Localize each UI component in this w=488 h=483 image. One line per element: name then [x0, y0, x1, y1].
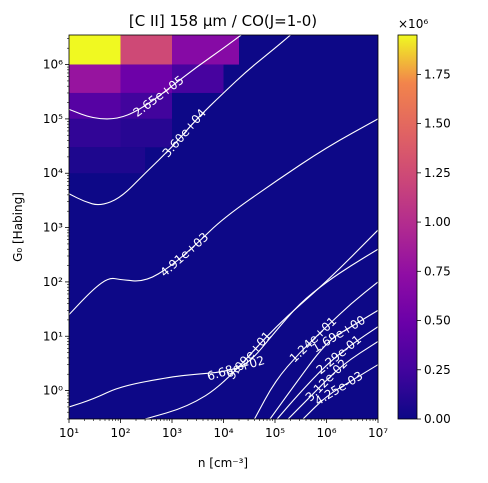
y-tick-label: 10⁵: [43, 112, 63, 126]
colorbar-gradient: [397, 34, 418, 420]
heatmap-cells: [69, 35, 240, 174]
heatmap-cell: [69, 64, 121, 93]
chart-title: [C II] 158 μm / CO(J=1-0): [129, 12, 317, 30]
y-axis-label: G₀ [Habing]: [11, 192, 25, 262]
colorbar-tick-label: 0.50: [424, 314, 451, 328]
heatmap-cell: [120, 118, 172, 148]
heatmap-cell: [69, 35, 121, 65]
heatmap-cell: [120, 64, 172, 93]
contour-line: [69, 35, 242, 120]
heatmap-cell: [120, 35, 172, 65]
contour-line: [276, 326, 378, 419]
colorbar-tick-label: 1.00: [424, 215, 451, 229]
y-tick-label: 10¹: [43, 329, 63, 343]
x-axis: 10¹ 10² 10³ 10⁴ 10⁵ 10⁶ 10⁷: [59, 419, 388, 440]
heatmap-cell: [172, 35, 240, 65]
x-tick-label: 10⁵: [265, 426, 285, 440]
contour-line: [69, 35, 291, 206]
colorbar-ticks: 0.00 0.25 0.50 0.75 1.00 1.25 1.50 1.75: [417, 67, 451, 426]
colorbar-tick-label: 0.75: [424, 264, 451, 278]
heatmap-cell: [69, 118, 121, 148]
y-tick-label: 10⁴: [43, 166, 63, 180]
heatmap-cell: [69, 147, 146, 174]
contour-line: [302, 364, 378, 419]
colorbar-tick-label: 1.25: [424, 166, 451, 180]
x-tick-label: 10³: [162, 426, 182, 440]
contour-line: [69, 118, 378, 316]
x-tick-label: 10⁴: [213, 426, 233, 440]
y-tick-label: 10⁶: [43, 58, 63, 72]
x-tick-label: 10⁶: [316, 426, 336, 440]
contour-line: [269, 309, 378, 419]
colorbar-tick-label: 0.00: [424, 412, 451, 426]
colorbar-tick-label: 1.50: [424, 117, 451, 131]
x-tick-label: 10⁷: [368, 426, 388, 440]
plot-area: [69, 35, 378, 419]
colorbar-tick-label: 0.25: [424, 363, 451, 377]
contour-line: [254, 281, 378, 419]
contour-line: [144, 229, 378, 419]
x-tick-label: 10²: [110, 426, 130, 440]
x-axis-label: n [cm⁻³]: [198, 456, 248, 470]
contour-lines: [69, 35, 378, 419]
colorbar: ×10⁶ 0.00 0.25 0.50 0.75 1.00 1.25 1.50 1.75: [397, 17, 451, 426]
x-tick-label: 10¹: [59, 426, 79, 440]
colorbar-multiplier: ×10⁶: [398, 17, 428, 31]
y-tick-label: 10²: [43, 275, 63, 289]
y-tick-label: 10³: [43, 221, 63, 235]
heatmap-cell: [69, 92, 121, 119]
y-axis: 10⁰ 10¹ 10² 10³ 10⁴ 10⁵ 10⁶: [43, 38, 69, 420]
y-tick-label: 10⁰: [43, 384, 63, 398]
colorbar-tick-label: 1.75: [424, 67, 451, 81]
contour-line: [287, 341, 378, 419]
heatmap-cell: [172, 64, 224, 93]
